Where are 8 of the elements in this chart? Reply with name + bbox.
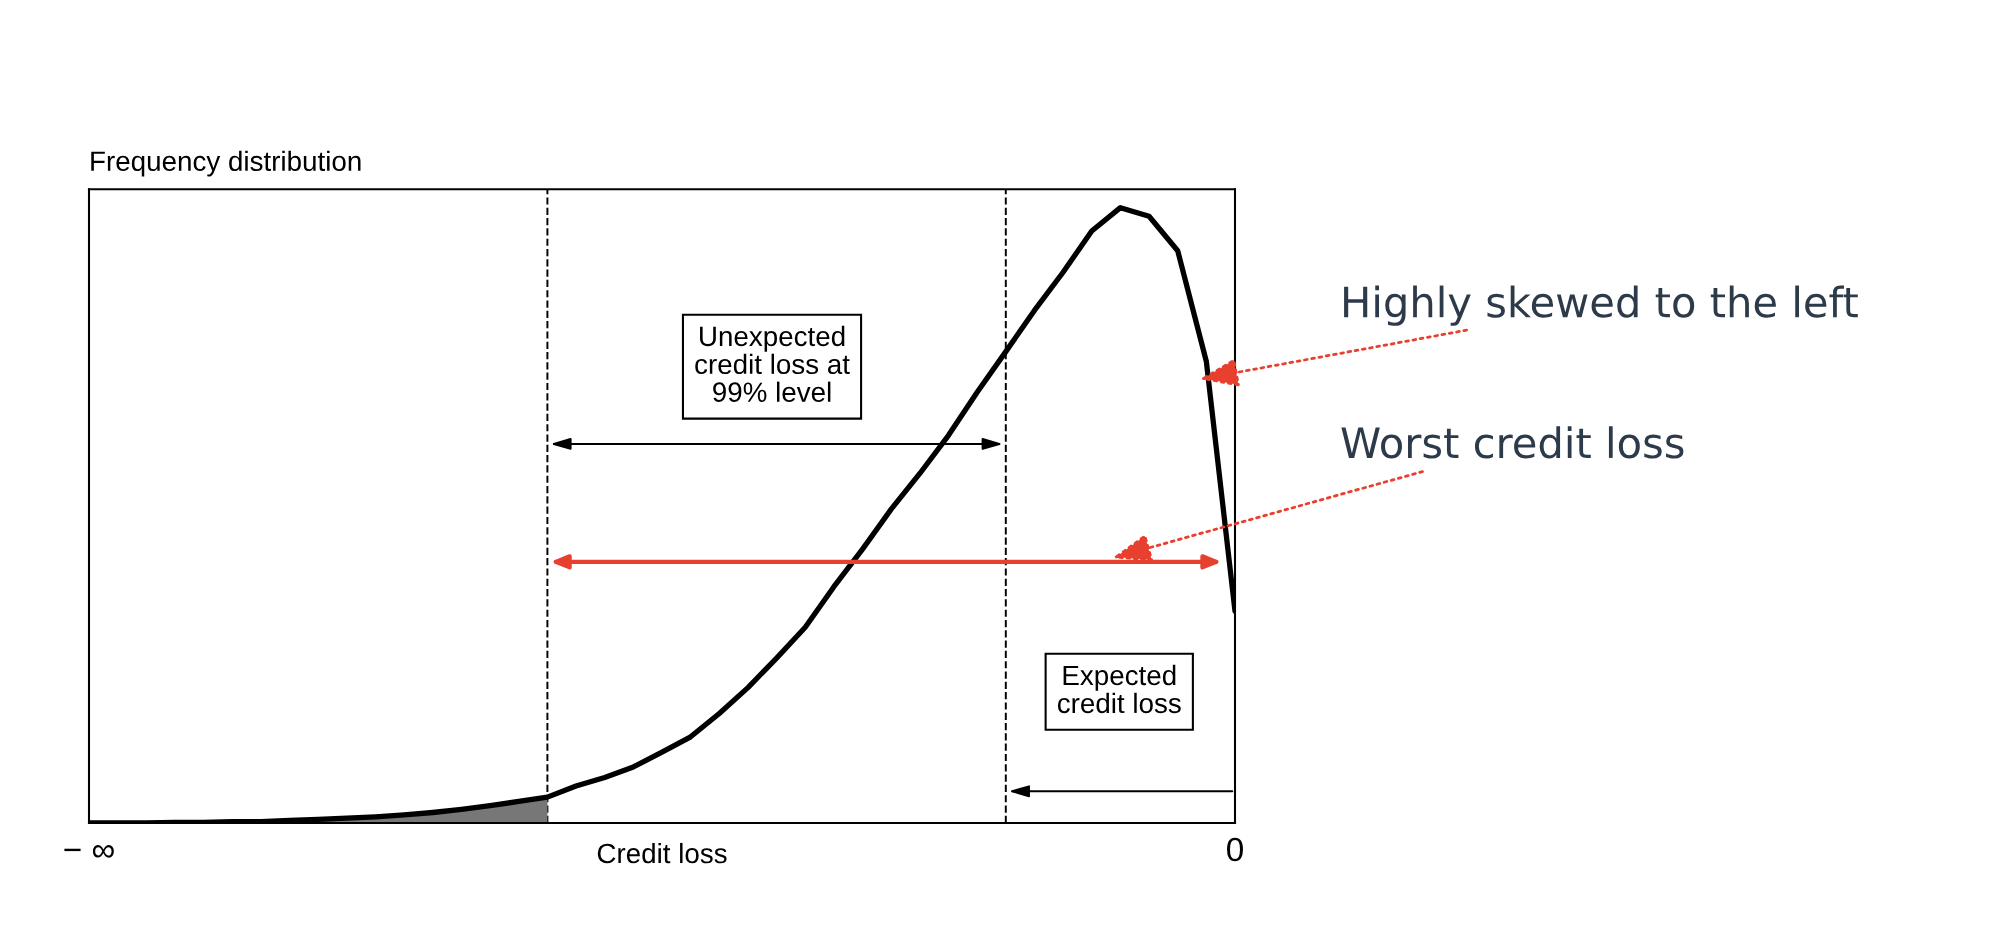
x-axis-title: Credit loss <box>597 842 727 864</box>
annotation: Unexpected credit loss at 99% level <box>695 325 850 403</box>
annotation: Expected credit loss <box>1057 664 1181 714</box>
y-axis-title: Frequency distribution <box>91 150 361 177</box>
text: Highly skewed to the left <box>1344 285 1858 326</box>
x-tick-label: − ∞ <box>64 845 114 858</box>
x-tick-label: 0 <box>1227 837 1243 862</box>
text: Worst credit loss <box>1341 426 1684 459</box>
